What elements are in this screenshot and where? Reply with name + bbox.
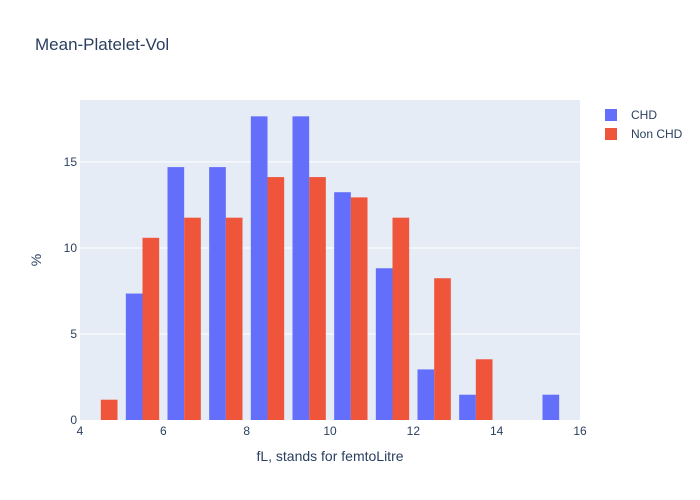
legend[interactable]: CHD Non CHD xyxy=(605,108,683,141)
bar-non-chd[interactable] xyxy=(100,399,118,420)
plot-background xyxy=(80,100,580,420)
y-tick-label: 0 xyxy=(70,413,77,427)
x-tick-label: 4 xyxy=(77,424,84,438)
bar-non-chd[interactable] xyxy=(392,217,410,420)
bar-chd[interactable] xyxy=(375,268,393,420)
legend-label: Non CHD xyxy=(631,127,683,141)
bar-chd[interactable] xyxy=(334,192,351,420)
legend-item[interactable]: Non CHD xyxy=(605,127,683,141)
bar-chd[interactable] xyxy=(209,167,226,420)
y-tick-label: 15 xyxy=(64,155,78,169)
bar-non-chd[interactable] xyxy=(184,217,201,420)
y-tick-label: 5 xyxy=(70,327,77,341)
x-tick-label: 14 xyxy=(490,424,504,438)
legend-swatch xyxy=(605,109,617,121)
bar-chd[interactable] xyxy=(417,369,435,420)
bar-chd[interactable] xyxy=(292,116,310,420)
bar-non-chd[interactable] xyxy=(142,237,160,420)
y-tick-label: 10 xyxy=(64,241,78,255)
y-axis-title: % xyxy=(28,254,44,266)
legend-label: CHD xyxy=(631,108,657,122)
bar-non-chd[interactable] xyxy=(225,217,243,420)
bar-non-chd[interactable] xyxy=(434,278,451,420)
bar-chd[interactable] xyxy=(167,167,185,420)
bar-non-chd[interactable] xyxy=(309,177,326,420)
x-tick-label: 6 xyxy=(160,424,167,438)
legend-swatch xyxy=(605,128,617,140)
y-axis-ticks: 0 5 10 15 xyxy=(64,155,78,427)
x-axis-title: fL, stands for femtoLitre xyxy=(256,448,403,464)
x-tick-label: 12 xyxy=(407,424,421,438)
gridlines xyxy=(80,161,580,335)
bars xyxy=(100,116,560,420)
legend-item[interactable]: CHD xyxy=(605,108,657,122)
bar-chd[interactable] xyxy=(459,394,476,420)
chart-title: Mean-Platelet-Vol xyxy=(35,35,169,54)
bar-non-chd[interactable] xyxy=(350,197,368,420)
bar-chd[interactable] xyxy=(125,293,143,420)
x-tick-label: 8 xyxy=(243,424,250,438)
bar-chd[interactable] xyxy=(250,116,268,420)
x-tick-label: 10 xyxy=(323,424,337,438)
x-axis-ticks: 4 6 8 10 12 14 16 xyxy=(77,424,587,438)
bar-non-chd[interactable] xyxy=(475,359,493,420)
bar-non-chd[interactable] xyxy=(267,177,285,420)
x-tick-label: 16 xyxy=(573,424,587,438)
bar-chd[interactable] xyxy=(542,394,560,420)
